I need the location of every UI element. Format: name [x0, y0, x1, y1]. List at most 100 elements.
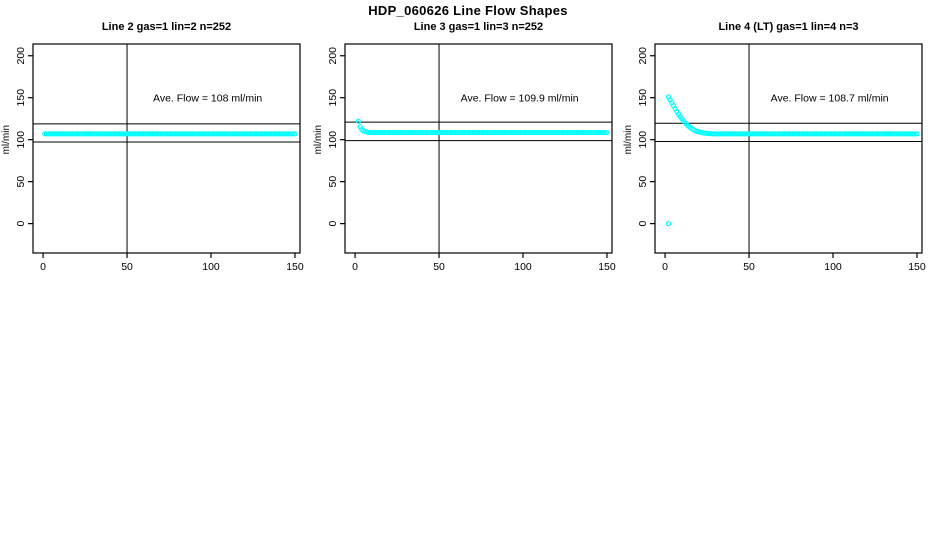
data-point [263, 131, 270, 137]
series-flow [665, 94, 920, 227]
data-point [803, 131, 809, 137]
data-point [904, 131, 910, 137]
data-point [63, 131, 70, 137]
data-point [562, 129, 568, 136]
data-point [414, 129, 420, 136]
data-point [736, 131, 742, 137]
y-tick-label: 50 [15, 176, 27, 188]
data-point [436, 129, 442, 136]
data-point [156, 131, 162, 137]
data-point [131, 131, 137, 137]
plot-box [32, 43, 301, 254]
data-point [132, 131, 139, 137]
data-point [412, 129, 419, 136]
data-point [374, 129, 380, 136]
data-point [599, 129, 605, 136]
data-point [852, 131, 858, 137]
data-point [848, 131, 855, 137]
data-point [285, 131, 291, 137]
data-point [498, 129, 504, 136]
data-point [105, 131, 112, 137]
data-point [89, 131, 95, 137]
data-point [441, 129, 447, 136]
data-point [850, 131, 856, 137]
data-point [265, 131, 271, 137]
data-point [481, 129, 487, 136]
data-point [434, 129, 440, 136]
data-point [196, 131, 202, 137]
data-point [806, 131, 813, 137]
data-point [198, 131, 204, 137]
data-point [262, 131, 268, 137]
data-point [506, 129, 513, 136]
data-point [178, 131, 184, 137]
data-point [712, 131, 719, 137]
data-point [820, 131, 826, 137]
chart-panel-line3: Line 3 gas=1 lin=3 n=252 0 50 100 150 0 50 100 1… [313, 21, 616, 273]
x-tick-label: 50 [433, 261, 445, 273]
data-point [579, 129, 585, 136]
data-point [453, 129, 459, 136]
data-point [417, 129, 424, 136]
data-point [733, 131, 739, 137]
data-point [375, 129, 382, 136]
data-point [746, 131, 752, 137]
data-point [186, 131, 192, 137]
data-point [233, 131, 239, 137]
data-point [433, 129, 439, 136]
x-tick-label: 0 [662, 261, 668, 273]
data-point [865, 131, 871, 137]
data-point [126, 131, 132, 137]
data-point [500, 129, 506, 136]
y-tick-label: 200 [637, 47, 649, 65]
data-point [149, 131, 155, 137]
data-point [543, 129, 550, 136]
data-point [67, 131, 73, 137]
data-point [289, 131, 295, 137]
data-point [485, 129, 491, 136]
data-point [206, 131, 212, 137]
data-point [537, 129, 543, 136]
data-point [751, 131, 757, 137]
data-point [392, 129, 398, 136]
data-point [389, 129, 395, 136]
data-point [278, 131, 285, 137]
data-point [134, 131, 140, 137]
data-point [843, 131, 850, 137]
data-point [862, 131, 868, 137]
data-point [443, 129, 449, 136]
data-point [885, 131, 892, 137]
data-point [796, 131, 803, 137]
x-tick-label: 100 [202, 261, 220, 273]
data-point [370, 129, 377, 136]
data-point [914, 131, 920, 137]
data-point [582, 129, 588, 136]
data-point [223, 131, 229, 137]
data-point [879, 131, 885, 137]
data-point [144, 131, 150, 137]
data-point [292, 131, 298, 137]
data-point [748, 131, 754, 137]
data-point [597, 129, 603, 136]
plot-box [344, 43, 613, 254]
data-point [272, 131, 278, 137]
data-point [102, 131, 108, 137]
data-point [382, 129, 388, 136]
data-point [759, 131, 766, 137]
data-point [290, 131, 296, 137]
data-point [909, 131, 915, 137]
data-point [813, 131, 819, 137]
data-point [47, 131, 53, 137]
data-point [528, 129, 534, 136]
y-tick-label: 0 [15, 221, 27, 227]
data-point [136, 131, 142, 137]
data-point [488, 129, 494, 136]
data-point [604, 129, 610, 136]
data-point [203, 131, 209, 137]
data-point [738, 131, 744, 137]
data-point [225, 131, 231, 137]
data-point [808, 131, 814, 137]
data-point [716, 131, 722, 137]
data-point [602, 129, 608, 136]
data-point [480, 129, 486, 136]
